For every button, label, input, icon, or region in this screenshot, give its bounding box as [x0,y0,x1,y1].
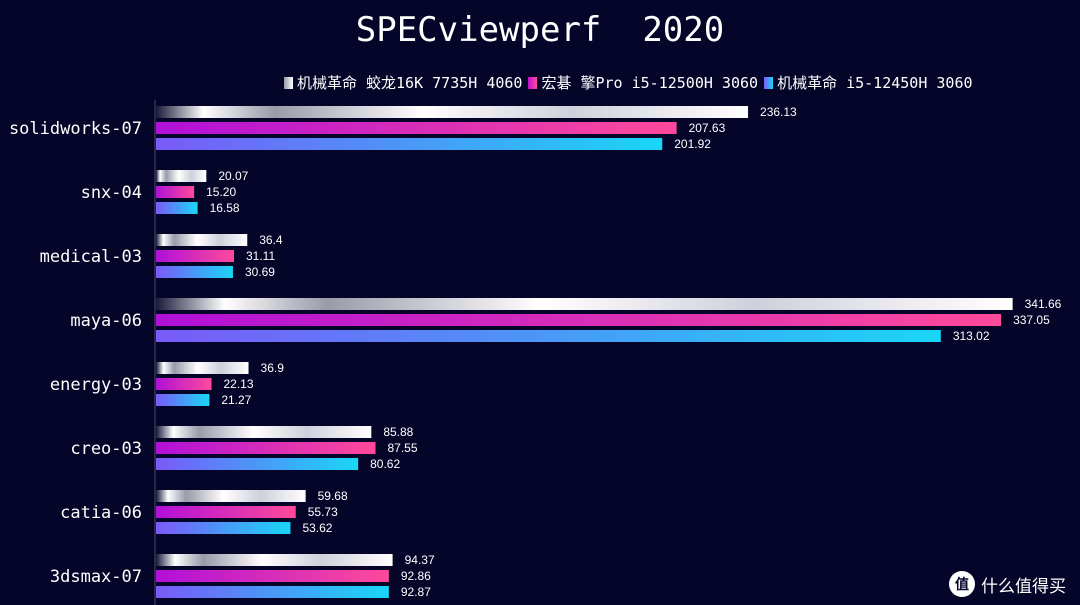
data-label-medical-03-series-0: 36.4 [259,233,283,247]
bar-energy-03-series-2 [156,394,210,406]
legend-label-0: 机械革命 蛟龙16K 7735H 4060 [297,74,523,92]
data-label-creo-03-series-1: 87.55 [388,441,418,455]
watermark-text: 什么值得买 [981,576,1066,597]
category-label-5: creo-03 [70,439,142,459]
bar-snx-04-series-1 [156,186,195,198]
data-label-snx-04-series-2: 16.58 [210,201,240,215]
data-label-medical-03-series-1: 31.11 [246,249,275,263]
data-label-energy-03-series-0: 36.9 [261,361,285,375]
legend-swatch-1 [528,76,538,89]
category-label-4: energy-03 [50,375,142,395]
data-label-solidworks-07-series-2: 201.92 [674,137,711,151]
legend-label-1: 宏碁 擎Pro i5-12500H 3060 [541,74,759,92]
legend-item-0: 机械革命 蛟龙16K 7735H 4060 [284,72,522,93]
legend-swatch-0 [284,76,293,89]
bar-maya-06-series-0 [156,298,1013,310]
data-label-maya-06-series-2: 313.02 [953,329,990,343]
bar-snx-04-series-2 [156,202,198,214]
watermark: 值 什么值得买 [949,571,1066,597]
data-label-catia-06-series-1: 55.73 [308,505,338,519]
bar-catia-06-series-0 [156,490,306,502]
bar-energy-03-series-0 [156,362,249,374]
category-label-3: maya-06 [70,311,142,331]
data-label-snx-04-series-0: 20.07 [218,169,248,183]
bar-solidworks-07-series-0 [156,106,749,118]
bar-3dsmax-07-series-1 [156,570,389,582]
data-label-maya-06-series-1: 337.05 [1013,313,1050,327]
data-label-3dsmax-07-series-0: 94.37 [405,553,435,567]
bar-maya-06-series-1 [156,314,1002,326]
category-label-7: 3dsmax-07 [50,567,142,587]
bar-medical-03-series-1 [156,250,235,262]
category-label-0: solidworks-07 [9,119,142,139]
bar-medical-03-series-2 [156,266,233,278]
bar-medical-03-series-0 [156,234,248,246]
bar-creo-03-series-0 [156,426,372,438]
bar-catia-06-series-1 [156,506,296,518]
bar-solidworks-07-series-2 [156,138,663,150]
data-label-creo-03-series-2: 80.62 [370,457,400,471]
data-label-solidworks-07-series-1: 207.63 [689,121,726,135]
category-label-1: snx-04 [81,183,142,203]
legend-swatch-2 [764,76,774,89]
data-label-energy-03-series-1: 22.13 [223,377,253,391]
legend-item-2: 机械革命 i5-12450H 3060 [764,72,973,93]
data-label-creo-03-series-0: 85.88 [383,425,413,439]
chart-title: SPECviewperf 2020 [355,10,725,50]
legend: 机械革命 蛟龙16K 7735H 4060 宏碁 擎Pro i5-12500H … [284,72,973,93]
bar-maya-06-series-2 [156,330,941,342]
legend-item-1: 宏碁 擎Pro i5-12500H 3060 [528,72,758,93]
bar-3dsmax-07-series-2 [156,586,389,598]
data-label-3dsmax-07-series-2: 92.87 [401,585,431,599]
data-label-maya-06-series-0: 341.66 [1025,297,1062,311]
data-label-energy-03-series-2: 21.27 [221,393,251,407]
bar-creo-03-series-2 [156,458,359,470]
category-label-6: catia-06 [60,503,142,523]
data-label-medical-03-series-2: 30.69 [245,265,275,279]
data-label-solidworks-07-series-0: 236.13 [760,105,797,119]
data-label-3dsmax-07-series-1: 92.86 [401,569,431,583]
bar-solidworks-07-series-1 [156,122,677,134]
legend-label-2: 机械革命 i5-12450H 3060 [777,74,973,92]
data-label-catia-06-series-0: 59.68 [318,489,348,503]
bar-snx-04-series-0 [156,170,207,182]
bar-catia-06-series-2 [156,522,291,534]
data-label-snx-04-series-1: 15.20 [206,185,236,199]
bar-energy-03-series-1 [156,378,212,390]
data-label-catia-06-series-2: 53.62 [302,521,332,535]
bar-creo-03-series-1 [156,442,376,454]
bar-3dsmax-07-series-0 [156,554,393,566]
category-label-2: medical-03 [40,247,142,267]
watermark-logo-icon: 值 [949,571,975,597]
